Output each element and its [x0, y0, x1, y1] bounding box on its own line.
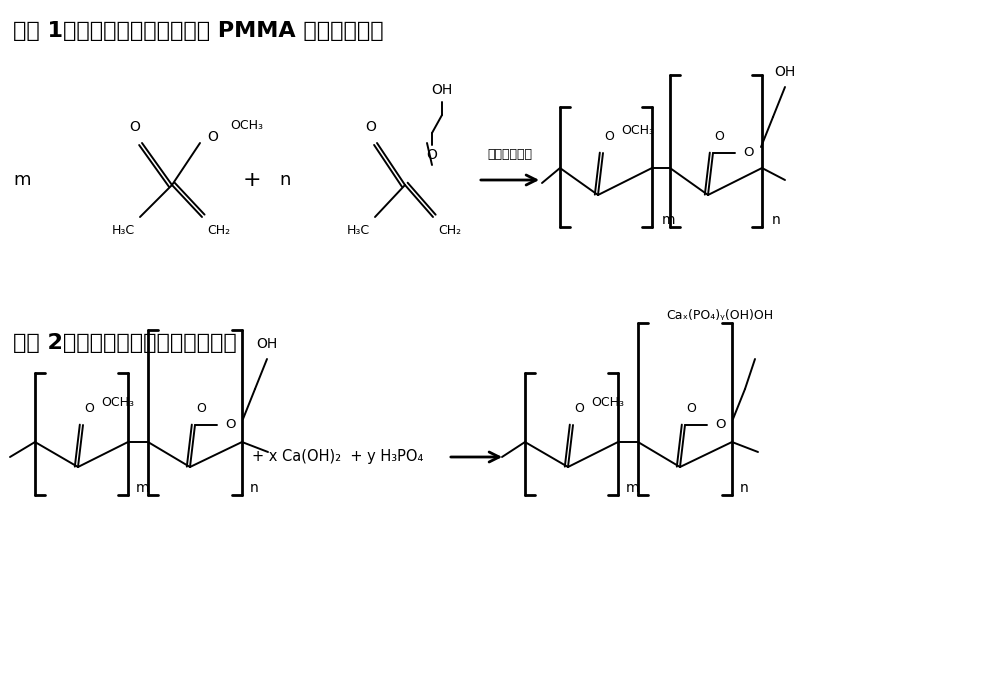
Text: O: O — [366, 120, 376, 134]
Text: O: O — [207, 130, 218, 144]
Text: OH: OH — [774, 65, 796, 79]
Text: 步骤 1：通过乳液聚合作用形成 PMMA 为基底的微球: 步骤 1：通过乳液聚合作用形成 PMMA 为基底的微球 — [13, 21, 384, 41]
Text: n: n — [250, 481, 259, 495]
Text: H₃C: H₃C — [347, 224, 370, 237]
Text: O: O — [604, 130, 614, 143]
Text: m: m — [626, 481, 640, 495]
Text: O: O — [225, 418, 236, 432]
Text: n: n — [279, 171, 291, 189]
Text: OCH₃: OCH₃ — [230, 119, 263, 131]
Text: +: + — [243, 170, 261, 190]
Text: n: n — [740, 481, 749, 495]
Text: 步骤 2：通过湿法反应法涂覆纳米钙: 步骤 2：通过湿法反应法涂覆纳米钙 — [13, 333, 237, 353]
Text: O: O — [427, 148, 437, 162]
Text: 乳液聚合作用: 乳液聚合作用 — [487, 149, 532, 161]
Text: m: m — [13, 171, 31, 189]
Text: Caₓ(PO₄)ᵧ(OH)OH: Caₓ(PO₄)ᵧ(OH)OH — [666, 309, 774, 322]
Text: OCH₃: OCH₃ — [621, 124, 654, 138]
Text: n: n — [772, 213, 781, 227]
Text: O: O — [743, 147, 754, 159]
Text: O: O — [196, 402, 206, 415]
Text: m: m — [136, 481, 150, 495]
Text: O: O — [686, 402, 696, 415]
Text: + x Ca(OH)₂  + y H₃PO₄: + x Ca(OH)₂ + y H₃PO₄ — [252, 450, 424, 464]
Text: H₃C: H₃C — [112, 224, 135, 237]
Text: OCH₃: OCH₃ — [591, 397, 624, 409]
Text: CH₂: CH₂ — [207, 224, 230, 237]
Text: O: O — [574, 402, 584, 415]
Text: OH: OH — [431, 83, 453, 97]
Text: O: O — [714, 130, 724, 143]
Text: O: O — [715, 418, 726, 432]
Text: OCH₃: OCH₃ — [101, 397, 134, 409]
Text: OH: OH — [256, 337, 278, 351]
Text: m: m — [662, 213, 675, 227]
Text: CH₂: CH₂ — [438, 224, 461, 237]
Text: O: O — [84, 402, 94, 415]
Text: O: O — [130, 120, 140, 134]
